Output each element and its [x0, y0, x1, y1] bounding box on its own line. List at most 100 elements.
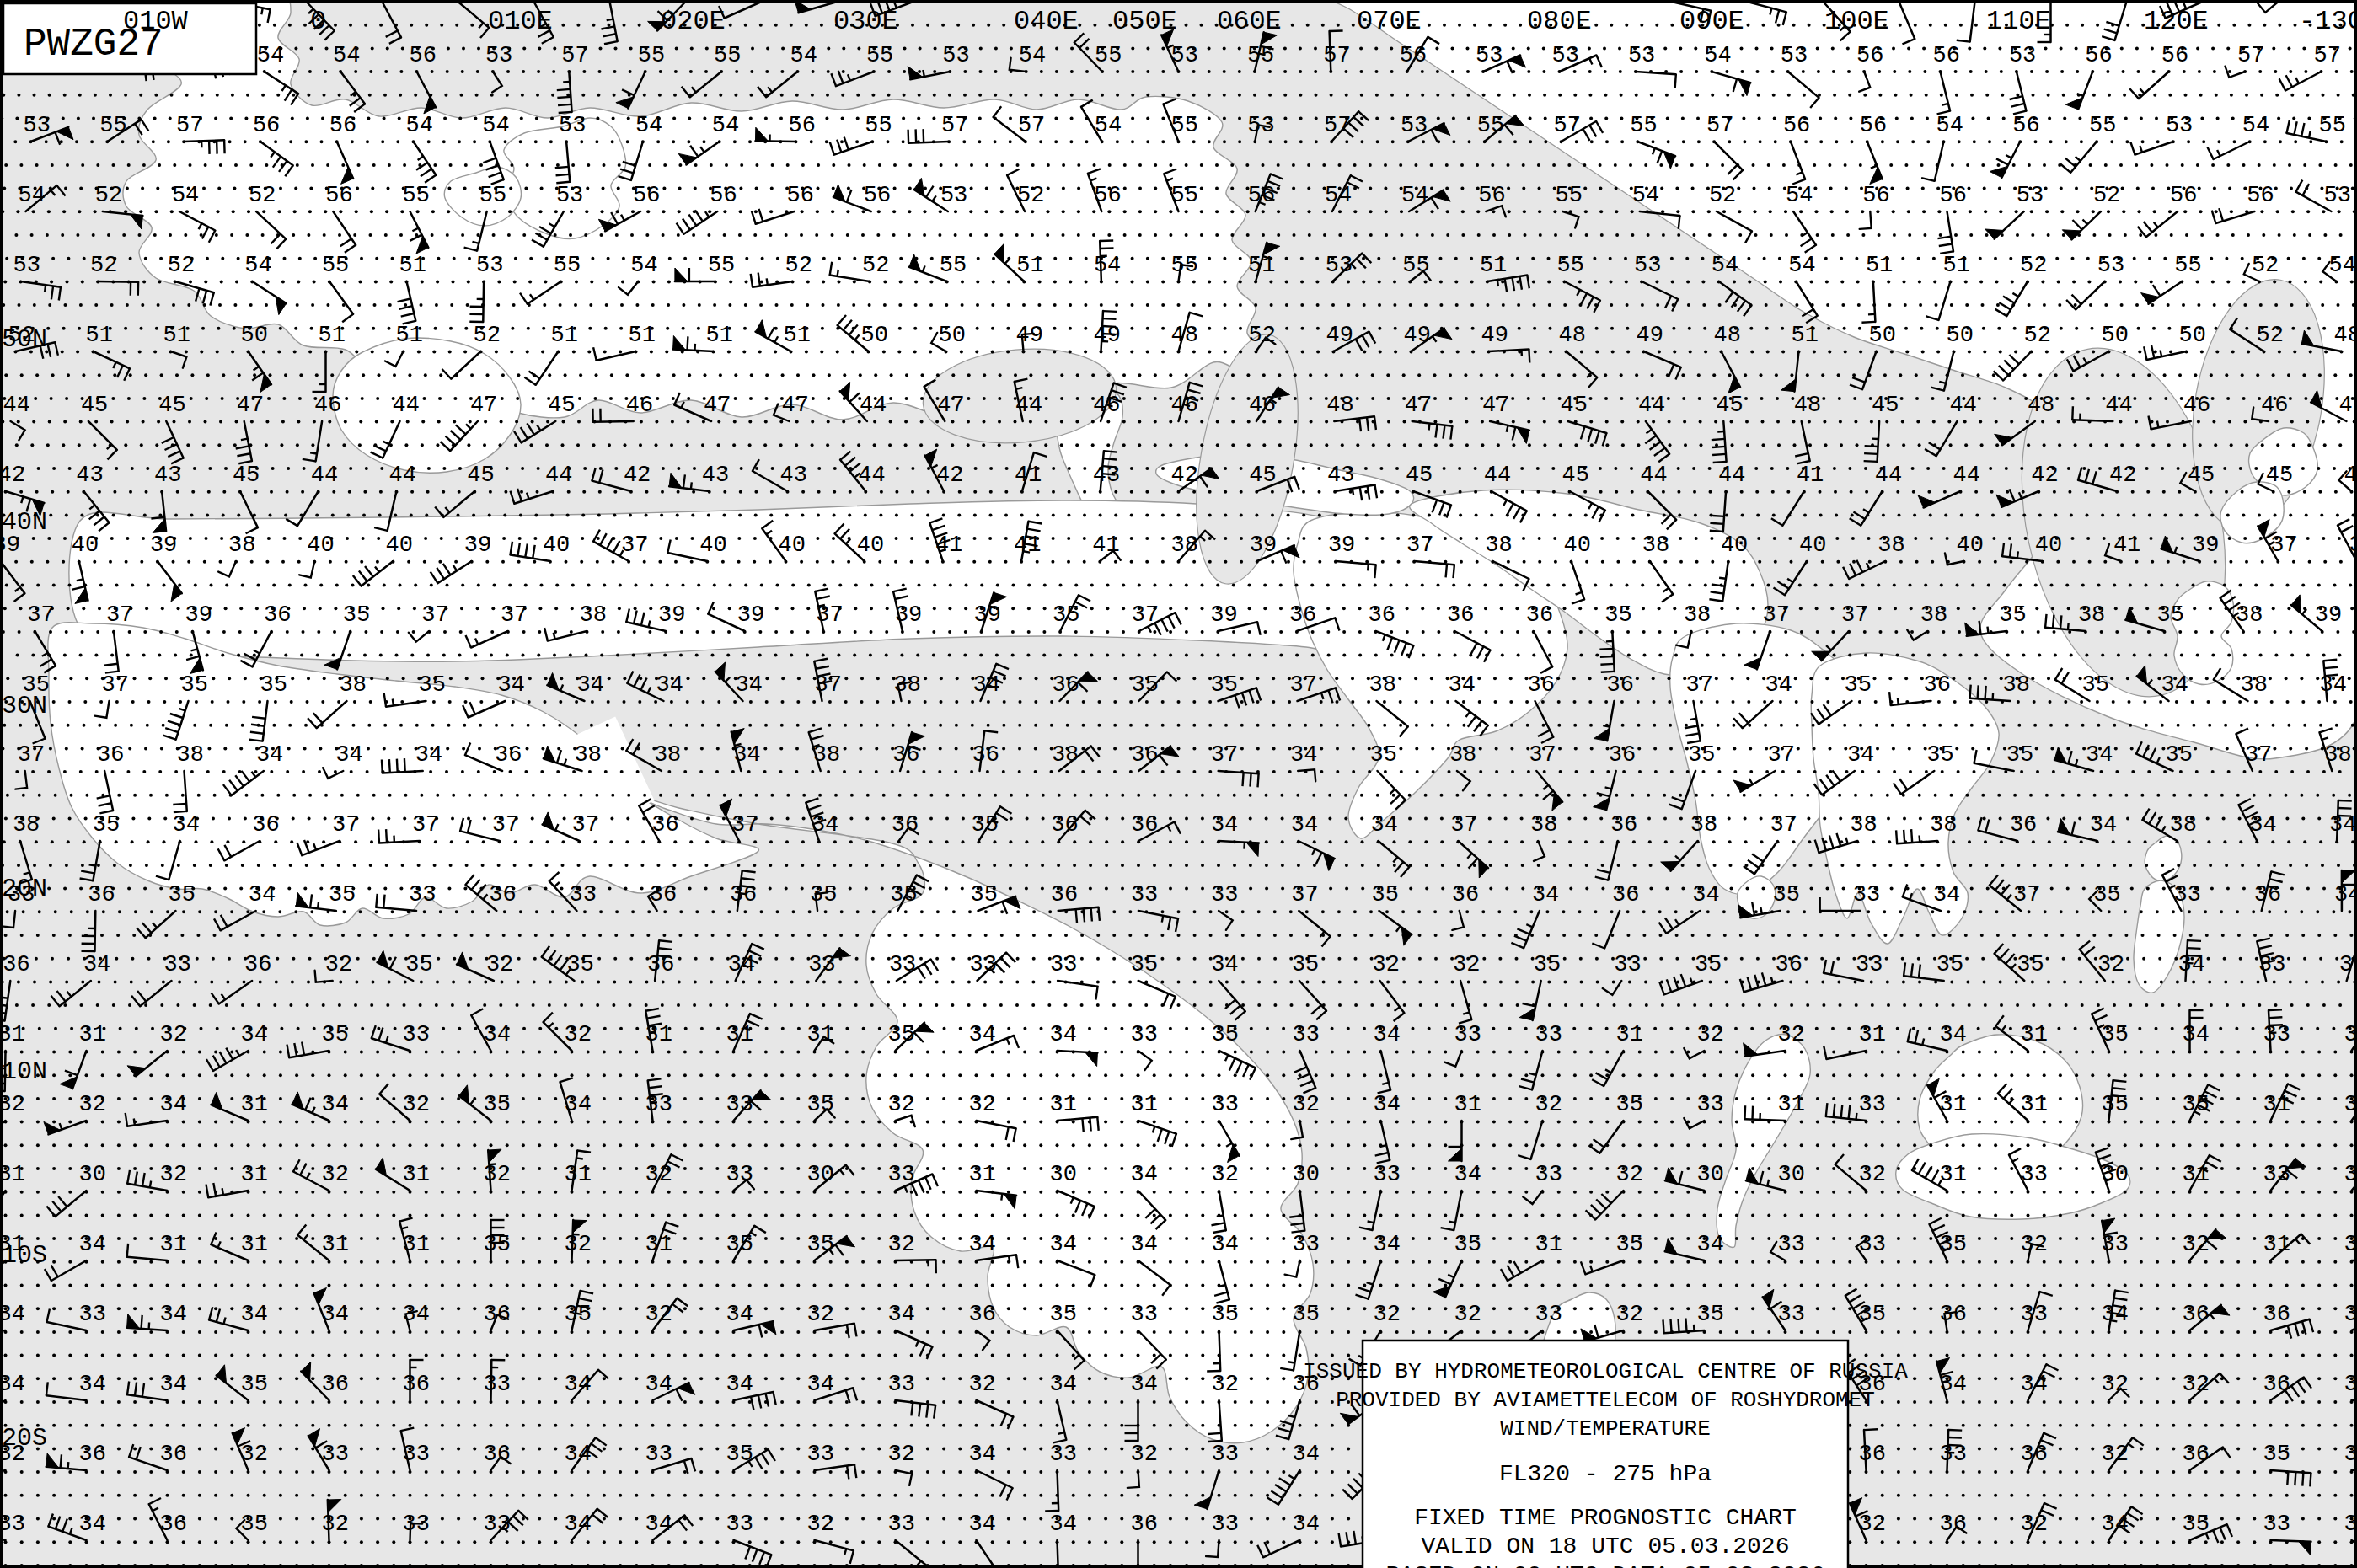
svg-text:55: 55 [2174, 253, 2201, 278]
svg-text:31: 31 [403, 1162, 430, 1187]
svg-text:38: 38 [1449, 742, 1476, 768]
svg-text:34: 34 [1131, 1232, 1158, 1257]
svg-text:37: 37 [27, 602, 54, 628]
svg-text:31: 31 [241, 1162, 268, 1187]
svg-text:37: 37 [102, 672, 129, 698]
svg-text:32: 32 [1697, 1022, 1724, 1047]
svg-text:33: 33 [0, 1512, 25, 1537]
svg-text:36: 36 [1369, 602, 1395, 628]
svg-text:35: 35 [1050, 1302, 1077, 1327]
svg-text:53: 53 [940, 183, 967, 208]
svg-text:30: 30 [807, 1162, 834, 1187]
svg-text:34: 34 [1374, 1232, 1401, 1257]
svg-text:33: 33 [1535, 1162, 1562, 1187]
svg-text:40: 40 [857, 532, 884, 558]
svg-text:56: 56 [1940, 183, 1967, 208]
svg-text:37: 37 [106, 602, 133, 628]
svg-text:31: 31 [565, 1162, 592, 1187]
svg-text:37: 37 [1763, 602, 1790, 628]
svg-text:31: 31 [807, 1022, 834, 1047]
svg-text:36: 36 [489, 882, 516, 907]
svg-text:34: 34 [1454, 1162, 1481, 1187]
svg-text:38: 38 [1930, 812, 1957, 838]
svg-text:34: 34 [1374, 1022, 1401, 1047]
svg-text:55: 55 [1557, 253, 1584, 278]
svg-text:32: 32 [0, 1092, 25, 1117]
svg-text:34: 34 [1050, 1372, 1077, 1397]
svg-text:45: 45 [2188, 463, 2215, 488]
svg-text:32: 32 [160, 1022, 187, 1047]
svg-text:31: 31 [969, 1162, 996, 1187]
svg-text:36: 36 [244, 952, 271, 977]
svg-text:38: 38 [1684, 602, 1711, 628]
svg-text:37: 37 [501, 602, 528, 628]
svg-text:38: 38 [1920, 602, 1947, 628]
svg-text:120E: 120E [2144, 6, 2209, 37]
svg-text:40: 40 [307, 532, 334, 558]
svg-text:51: 51 [1792, 323, 1819, 348]
svg-text:37: 37 [332, 812, 359, 838]
svg-text:40: 40 [386, 532, 413, 558]
svg-text:35: 35 [1534, 952, 1561, 977]
svg-text:35: 35 [1372, 882, 1399, 907]
svg-text:57: 57 [941, 113, 968, 138]
svg-text:55: 55 [1556, 183, 1583, 208]
svg-text:36: 36 [1776, 952, 1803, 977]
svg-text:37: 37 [2013, 882, 2040, 907]
svg-text:40N: 40N [2, 508, 47, 537]
svg-text:35: 35 [343, 602, 370, 628]
svg-text:35: 35 [260, 672, 287, 698]
svg-text:38: 38 [2241, 672, 2268, 698]
svg-text:35: 35 [1695, 952, 1722, 977]
svg-text:57: 57 [1554, 113, 1581, 138]
svg-text:55: 55 [865, 113, 892, 138]
svg-text:55: 55 [714, 43, 741, 68]
svg-text:54: 54 [333, 43, 360, 68]
svg-text:20S: 20S [2, 1424, 47, 1453]
svg-text:37: 37 [1768, 742, 1795, 768]
svg-text:51: 51 [86, 323, 113, 348]
svg-text:34: 34 [1933, 882, 1960, 907]
svg-text:35: 35 [241, 1512, 268, 1537]
svg-text:32: 32 [484, 1162, 511, 1187]
svg-text:35: 35 [1845, 672, 1872, 698]
svg-text:33: 33 [1293, 1232, 1320, 1257]
svg-text:34: 34 [335, 742, 362, 768]
svg-text:56: 56 [2161, 43, 2188, 68]
svg-text:56: 56 [1478, 183, 1505, 208]
svg-text:52: 52 [90, 253, 117, 278]
svg-text:56: 56 [1856, 43, 1883, 68]
svg-text:44: 44 [1875, 463, 1902, 488]
svg-text:34: 34 [1940, 1022, 1967, 1047]
svg-text:35: 35 [1293, 1302, 1320, 1327]
svg-text:44: 44 [545, 463, 572, 488]
svg-text:45: 45 [81, 393, 108, 418]
svg-text:38: 38 [1369, 672, 1396, 698]
svg-text:35: 35 [405, 952, 432, 977]
svg-text:34: 34 [241, 1302, 268, 1327]
svg-text:040E: 040E [1014, 6, 1079, 37]
svg-text:56: 56 [710, 183, 737, 208]
svg-text:34: 34 [1847, 742, 1874, 768]
svg-text:33: 33 [1859, 1092, 1886, 1117]
svg-text:35: 35 [1697, 1302, 1724, 1327]
svg-text:39: 39 [737, 602, 764, 628]
svg-text:36: 36 [1610, 812, 1637, 838]
svg-text:44: 44 [1718, 463, 1745, 488]
svg-text:31: 31 [2021, 1092, 2048, 1117]
svg-text:32: 32 [1778, 1022, 1805, 1047]
svg-text:36: 36 [1607, 672, 1634, 698]
svg-text:10N: 10N [2, 1057, 47, 1086]
svg-text:34: 34 [1050, 1022, 1077, 1047]
svg-text:34: 34 [1293, 1442, 1320, 1467]
svg-text:57: 57 [561, 43, 588, 68]
svg-text:56: 56 [2247, 183, 2274, 208]
svg-text:52: 52 [2024, 323, 2051, 348]
svg-text:54: 54 [19, 183, 46, 208]
svg-text:31: 31 [1616, 1022, 1643, 1047]
svg-text:53: 53 [559, 113, 586, 138]
svg-text:34: 34 [1050, 1512, 1077, 1537]
svg-text:34: 34 [2090, 812, 2117, 838]
svg-text:50: 50 [1869, 323, 1896, 348]
svg-text:33: 33 [403, 1022, 430, 1047]
